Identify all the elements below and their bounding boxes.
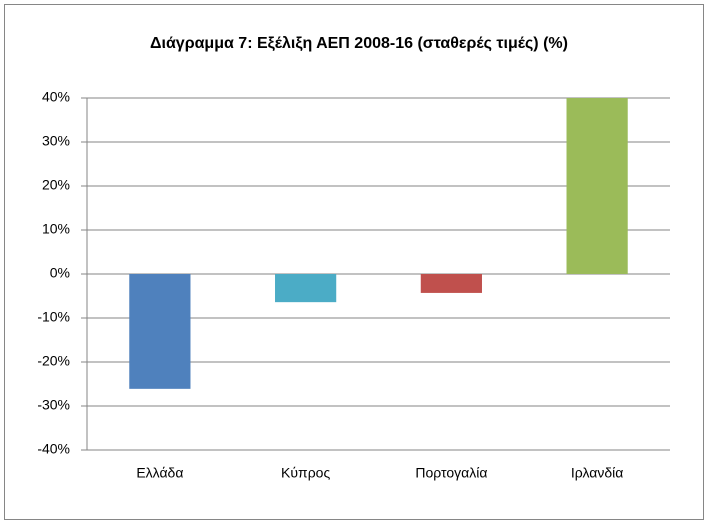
- y-tick-label: 10%: [42, 221, 70, 237]
- y-tick-label: 30%: [42, 133, 70, 149]
- x-tick-label: Ελλάδα: [136, 465, 183, 481]
- y-tick-label: 40%: [42, 89, 70, 105]
- y-tick-label: -20%: [37, 353, 70, 369]
- y-tick-label: -40%: [37, 441, 70, 457]
- x-tick-label: Ιρλανδία: [571, 465, 623, 481]
- y-tick-label: -30%: [37, 397, 70, 413]
- bar: [275, 274, 337, 303]
- y-tick-label: 0%: [50, 265, 70, 281]
- y-tick-label: -10%: [37, 309, 70, 325]
- y-tick-label: 20%: [42, 177, 70, 193]
- x-tick-label: Πορτογαλία: [415, 465, 487, 481]
- bar: [420, 274, 482, 293]
- x-tick-label: Κύπρος: [281, 465, 330, 481]
- bar: [129, 274, 191, 389]
- bar: [566, 98, 628, 274]
- chart-title: Διάγραμμα 7: Εξέλιξη ΑΕΠ 2008-16 (σταθερ…: [150, 35, 568, 52]
